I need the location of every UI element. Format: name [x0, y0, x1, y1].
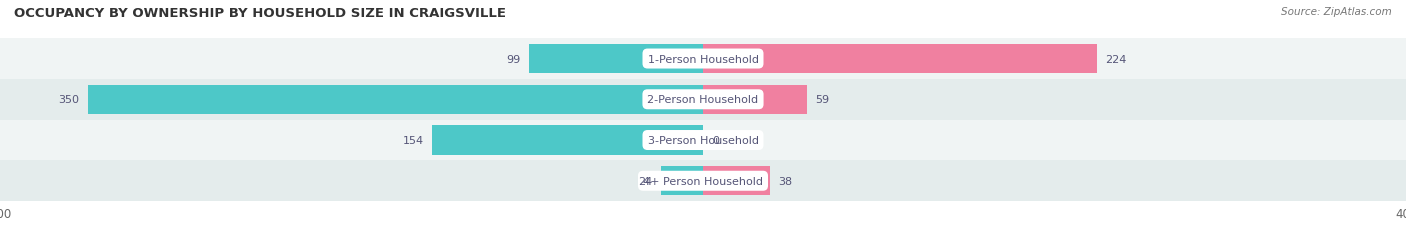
- Text: 1-Person Household: 1-Person Household: [648, 54, 758, 64]
- Text: 59: 59: [815, 95, 830, 105]
- Bar: [529, 45, 703, 74]
- Bar: [0, 161, 1406, 201]
- Text: 350: 350: [58, 95, 79, 105]
- Bar: [0, 39, 1406, 79]
- Text: 2-Person Household: 2-Person Household: [647, 95, 759, 105]
- Text: Source: ZipAtlas.com: Source: ZipAtlas.com: [1281, 7, 1392, 17]
- Bar: [703, 85, 807, 114]
- Bar: [661, 166, 703, 196]
- Bar: [0, 79, 1406, 120]
- Text: 3-Person Household: 3-Person Household: [648, 135, 758, 145]
- Text: 154: 154: [402, 135, 423, 145]
- Text: 4+ Person Household: 4+ Person Household: [643, 176, 763, 186]
- Text: 0: 0: [711, 135, 718, 145]
- Bar: [0, 120, 1406, 161]
- Bar: [703, 166, 770, 196]
- Bar: [87, 85, 703, 114]
- Bar: [703, 45, 1097, 74]
- Text: 24: 24: [638, 176, 652, 186]
- Text: 224: 224: [1105, 54, 1126, 64]
- Bar: [433, 126, 703, 155]
- Text: 99: 99: [506, 54, 520, 64]
- Text: 38: 38: [779, 176, 793, 186]
- Text: OCCUPANCY BY OWNERSHIP BY HOUSEHOLD SIZE IN CRAIGSVILLE: OCCUPANCY BY OWNERSHIP BY HOUSEHOLD SIZE…: [14, 7, 506, 20]
